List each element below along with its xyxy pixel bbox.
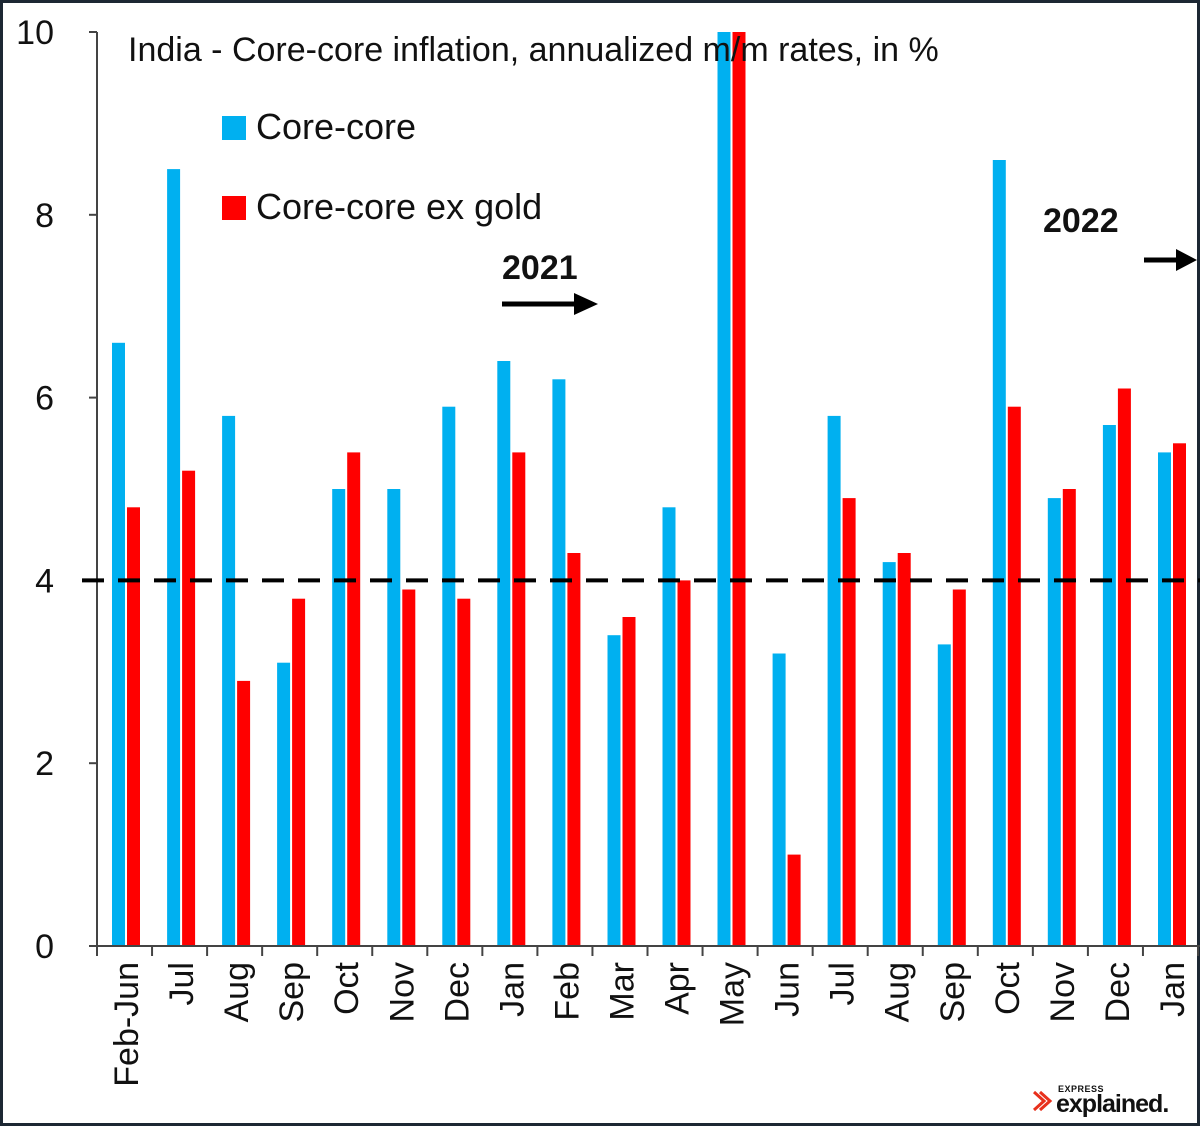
x-tick-label: Jan xyxy=(1154,962,1192,1017)
y-tick-label: 8 xyxy=(35,197,54,235)
bar-core-core-7 xyxy=(497,361,511,946)
y-tick-label: 2 xyxy=(35,745,54,783)
bars-layer xyxy=(112,32,1186,947)
x-tick-label: Aug xyxy=(218,962,256,1023)
y-tick-label: 4 xyxy=(35,562,54,600)
bar-core-core-ex-gold-3 xyxy=(292,598,306,946)
legend: Core-core Core-core ex gold xyxy=(222,106,542,227)
x-tick-label: Apr xyxy=(659,962,697,1015)
bar-core-core-ex-gold-5 xyxy=(402,589,416,946)
bar-core-core-ex-gold-16 xyxy=(1007,406,1021,946)
bar-core-core-19 xyxy=(1158,452,1171,946)
y-tick-label: 6 xyxy=(35,380,54,418)
bar-core-core-ex-gold-9 xyxy=(622,617,636,946)
bar-core-core-ex-gold-8 xyxy=(567,553,581,946)
logo-chevron-icon xyxy=(1032,1090,1053,1112)
bar-core-core-3 xyxy=(277,662,291,946)
bar-core-core-ex-gold-11 xyxy=(732,32,746,946)
legend-label-core-core-ex-gold: Core-core ex gold xyxy=(256,186,542,227)
bar-core-core-ex-gold-0 xyxy=(127,507,140,946)
logo-big-text: explained. xyxy=(1056,1090,1169,1118)
x-tick-label: Feb-Jun xyxy=(108,962,146,1087)
axes-layer xyxy=(96,32,1200,947)
x-tick-label: Oct xyxy=(328,961,366,1014)
x-tick-label: Jul xyxy=(163,962,201,1005)
bar-core-core-ex-gold-13 xyxy=(842,498,856,946)
bar-core-core-16 xyxy=(992,160,1006,946)
bar-core-core-ex-gold-4 xyxy=(347,452,361,946)
annotation-2021-label: 2021 xyxy=(502,249,578,287)
logo-small-text: EXPRESS xyxy=(1058,1084,1105,1094)
legend-label-core-core: Core-core xyxy=(256,106,416,147)
bar-core-core-8 xyxy=(552,379,566,946)
bar-core-core-ex-gold-14 xyxy=(897,553,911,946)
x-tick-label: Nov xyxy=(383,962,421,1022)
legend-swatch-core-core-ex-gold xyxy=(222,196,246,220)
annotation-2022-label: 2022 xyxy=(1043,202,1119,240)
x-tick-label: Mar xyxy=(603,962,641,1021)
bar-core-core-ex-gold-2 xyxy=(237,680,251,946)
x-tick-label: Oct xyxy=(989,961,1027,1014)
x-tick-label: Jan xyxy=(493,962,531,1017)
y-ticks-layer: 0 2 4 6 8 10 xyxy=(16,14,97,966)
bar-core-core-17 xyxy=(1047,498,1061,946)
annotation-2022: 2022 xyxy=(1043,202,1197,271)
y-tick-label: 0 xyxy=(35,928,54,966)
legend-swatch-core-core xyxy=(222,116,246,140)
bar-core-core-10 xyxy=(662,507,676,946)
bar-core-core-13 xyxy=(827,415,841,946)
bar-core-core-15 xyxy=(937,644,951,946)
bar-core-core-0 xyxy=(112,342,125,946)
x-tick-label: Feb xyxy=(548,962,586,1021)
bar-core-core-9 xyxy=(607,635,621,946)
bar-core-core-ex-gold-10 xyxy=(677,580,691,946)
bar-core-core-ex-gold-19 xyxy=(1173,443,1186,946)
x-tick-label: Dec xyxy=(1099,962,1137,1022)
x-tick-label: May xyxy=(714,962,752,1026)
x-tick-label: Dec xyxy=(438,962,476,1022)
annotation-2021: 2021 xyxy=(502,249,598,315)
x-tick-label: Jun xyxy=(769,962,807,1017)
bar-core-core-ex-gold-17 xyxy=(1062,489,1076,946)
bar-core-core-ex-gold-1 xyxy=(182,470,196,946)
bar-core-core-18 xyxy=(1102,425,1116,946)
bar-core-core-ex-gold-18 xyxy=(1117,388,1131,946)
x-ticks-layer: Feb-Jun Jul Aug Sep Oct Nov Dec Jan Feb Mar Apr May… xyxy=(96,946,1199,1087)
bar-core-core-14 xyxy=(882,562,896,946)
bar-core-core-ex-gold-7 xyxy=(512,452,526,946)
bar-core-core-11 xyxy=(717,32,731,946)
x-tick-label: Nov xyxy=(1044,962,1082,1022)
y-tick-label: 10 xyxy=(16,14,54,52)
bar-core-core-2 xyxy=(222,415,236,946)
x-tick-label: Jul xyxy=(824,962,862,1005)
bar-core-core-5 xyxy=(387,489,401,946)
bar-core-core-4 xyxy=(332,489,346,946)
annotation-2022-arrow-head xyxy=(1176,249,1197,271)
x-tick-label: Aug xyxy=(879,962,917,1023)
bar-core-core-ex-gold-12 xyxy=(787,854,801,946)
bar-core-core-12 xyxy=(772,653,786,946)
x-tick-label: Sep xyxy=(934,962,972,1023)
annotation-2021-arrow-head xyxy=(574,293,598,315)
x-tick-label: Sep xyxy=(273,962,311,1023)
express-explained-logo: EXPRESS explained. xyxy=(1032,1084,1192,1118)
bar-core-core-ex-gold-15 xyxy=(952,589,966,946)
bar-core-core-1 xyxy=(167,169,181,947)
bar-core-core-ex-gold-6 xyxy=(457,598,471,946)
bar-core-core-6 xyxy=(442,406,456,946)
chart-title: India - Core-core inflation, annualized … xyxy=(128,31,939,69)
